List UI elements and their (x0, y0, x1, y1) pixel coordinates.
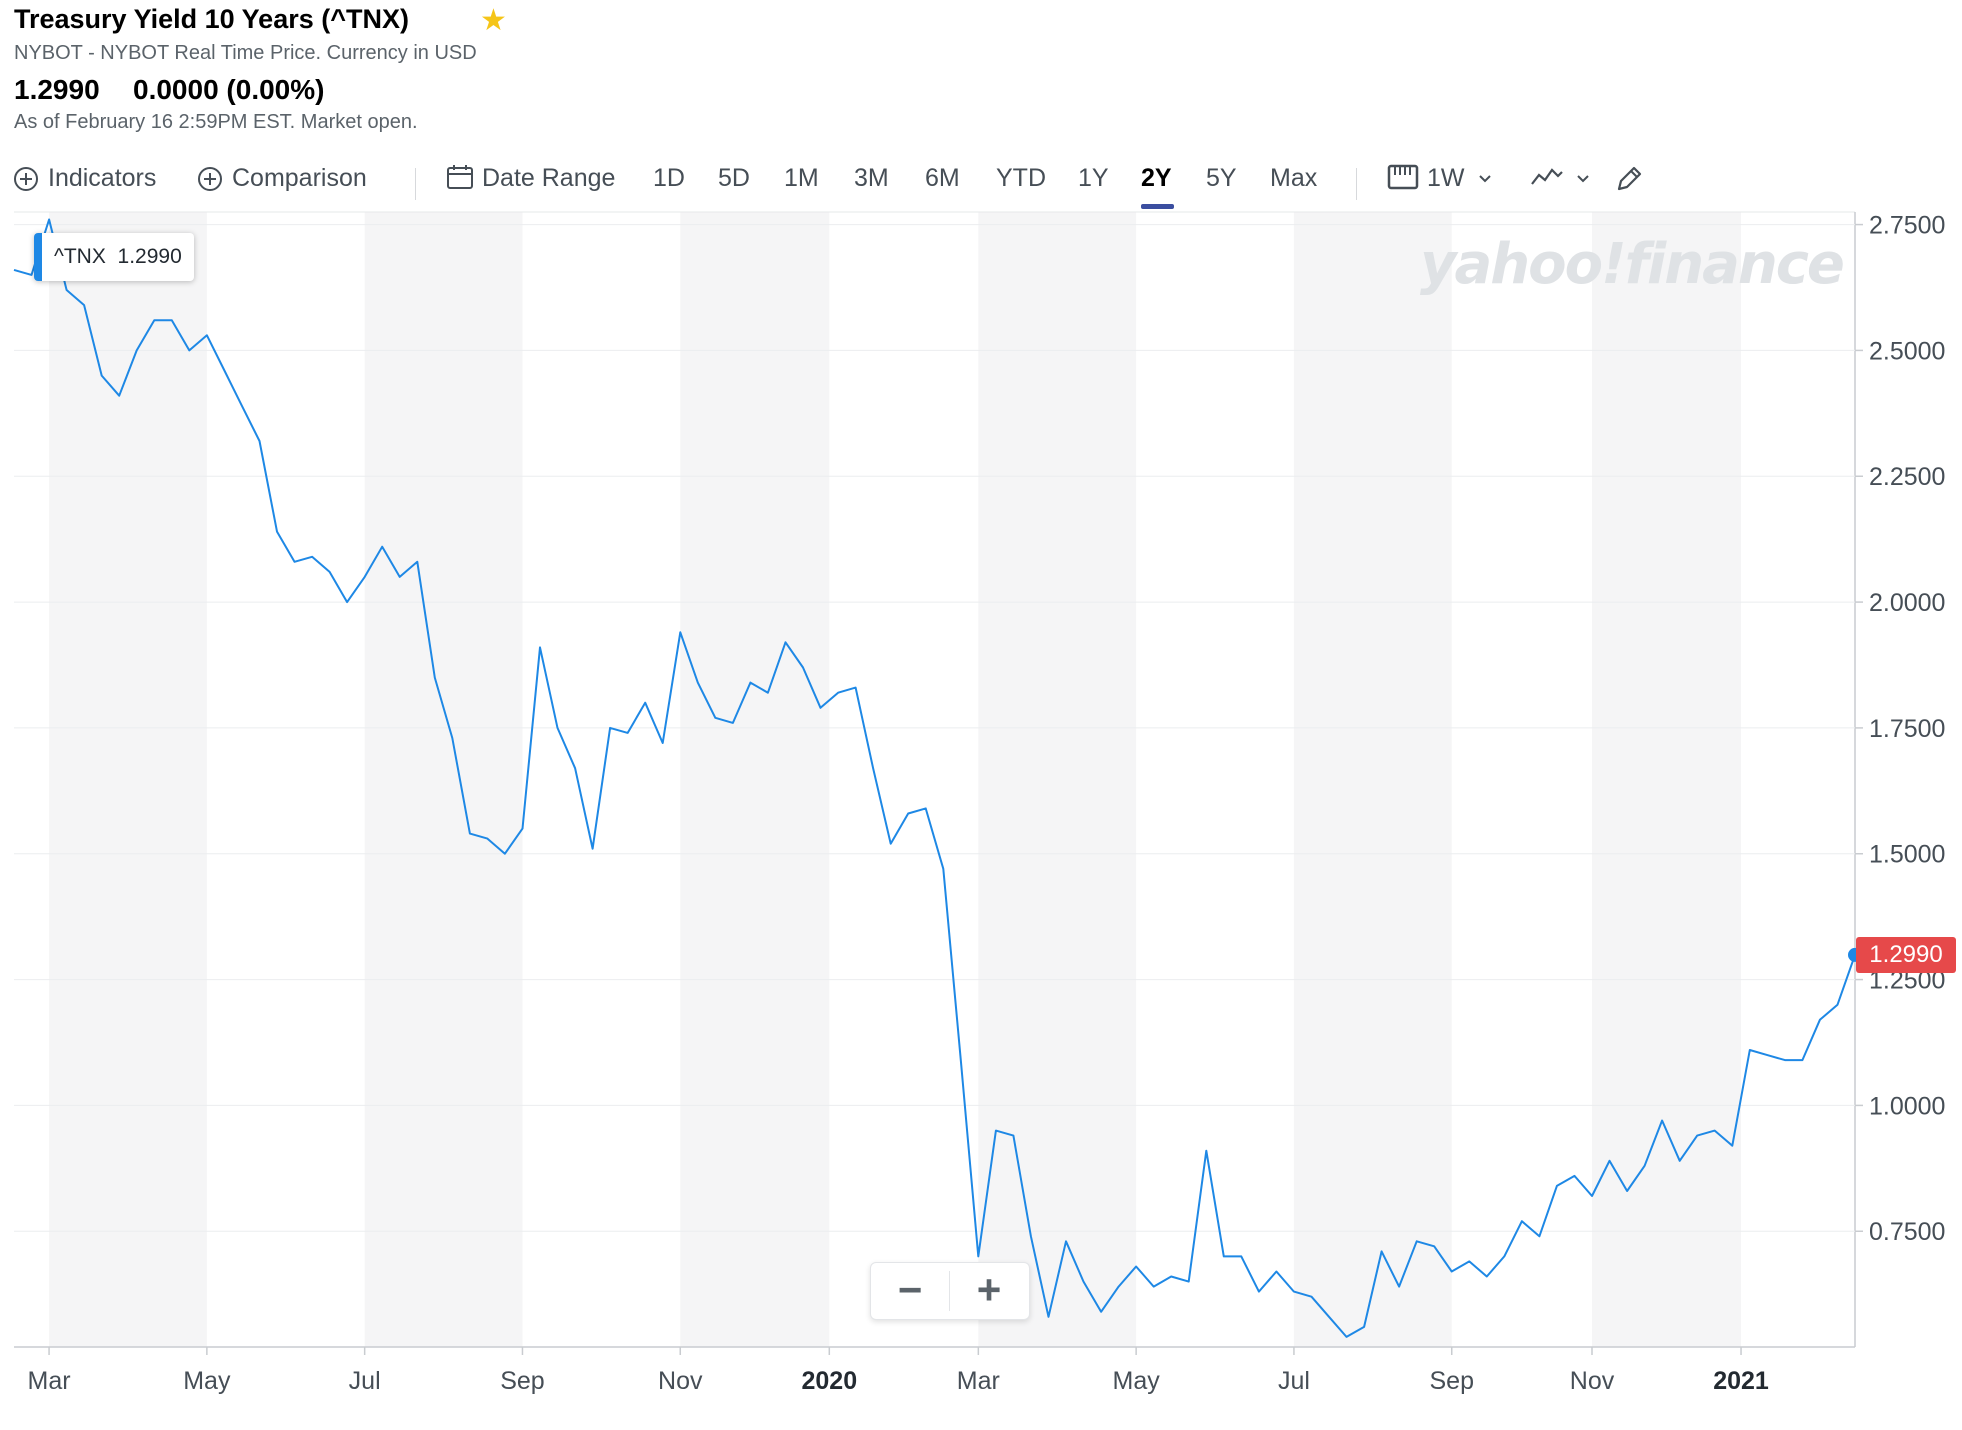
pencil-icon (1617, 166, 1642, 191)
x-tick-label: Mar (957, 1367, 1000, 1395)
yahoo-finance-watermark: yahoo!finance (1420, 232, 1845, 297)
y-tick-label: 0.7500 (1869, 1218, 1945, 1246)
y-tick-label: 2.5000 (1869, 337, 1945, 365)
star-icon[interactable]: ★ (480, 4, 507, 37)
comparison-button[interactable]: Comparison (198, 164, 367, 193)
y-tick-label: 2.0000 (1869, 589, 1945, 617)
interval-dropdown[interactable]: 1W (1387, 164, 1493, 193)
x-tick-label: May (1113, 1367, 1161, 1395)
x-axis-ticks: Mar May Jul Sep Nov 2020 Mar May Jul Sep Nov 2021 (28, 1347, 1769, 1395)
x-tick-label: Nov (1570, 1367, 1615, 1395)
indicators-label: Indicators (48, 164, 157, 192)
chart-type-dropdown[interactable] (1530, 164, 1591, 193)
zoom-controls: − + (870, 1262, 1030, 1320)
series-line (13, 218, 1856, 1338)
chart-toolbar: Indicators Comparison Date Range 1D 5D 1… (0, 158, 1962, 209)
x-tick-label: Sep (500, 1367, 544, 1395)
toolbar-divider (415, 168, 416, 200)
y-tick-label: 1.0000 (1869, 1092, 1945, 1120)
toolbar-divider (1356, 168, 1357, 200)
crosshair-tooltip: ^TNX 1.2990 (34, 233, 194, 281)
range-tab-ytd[interactable]: YTD (996, 164, 1046, 192)
y-tick-label: 2.7500 (1869, 212, 1945, 240)
range-tab-2y[interactable]: 2Y (1141, 164, 1172, 192)
range-tab-max[interactable]: Max (1270, 164, 1318, 192)
date-range-button[interactable]: Date Range (446, 164, 615, 193)
range-tab-1m[interactable]: 1M (784, 164, 819, 192)
x-tick-label: 2020 (801, 1367, 857, 1395)
zoom-out-button[interactable]: − (897, 1266, 923, 1313)
active-tab-indicator (1141, 204, 1174, 209)
month-band (978, 212, 1137, 1347)
range-tab-6m[interactable]: 6M (925, 164, 960, 192)
calendar-icon (447, 165, 473, 189)
month-band (680, 212, 830, 1347)
month-band (1592, 212, 1742, 1347)
x-tick-label: Mar (28, 1367, 71, 1395)
chevron-down-icon (1479, 175, 1492, 183)
range-tab-1d[interactable]: 1D (653, 164, 685, 192)
plus-circle-icon (198, 167, 222, 191)
x-tick-label: 2021 (1713, 1367, 1769, 1395)
comparison-label: Comparison (232, 164, 367, 192)
plus-circle-icon (14, 167, 38, 191)
x-tick-label: Jul (349, 1367, 381, 1395)
tooltip-symbol: ^TNX (54, 245, 106, 268)
y-tick-label: 2.2500 (1869, 463, 1945, 491)
y-tick-label: 1.7500 (1869, 715, 1945, 743)
current-price-flag: 1.2990 (1856, 936, 1956, 973)
month-band (364, 212, 523, 1347)
line-chart-icon (1531, 168, 1563, 185)
interval-icon (1387, 164, 1419, 190)
month-band (1293, 212, 1452, 1347)
x-tick-label: May (183, 1367, 231, 1395)
range-tab-1y[interactable]: 1Y (1078, 164, 1109, 192)
draw-button[interactable] (1614, 164, 1644, 195)
page-title: Treasury Yield 10 Years (^TNX) (14, 4, 409, 34)
x-tick-label: Sep (1429, 1367, 1473, 1395)
gridlines (14, 211, 1856, 1348)
series-layer (13, 218, 1862, 1338)
date-range-label: Date Range (482, 164, 616, 192)
range-tab-3m[interactable]: 3M (854, 164, 889, 192)
x-tick-label: Jul (1278, 1367, 1310, 1395)
current-price: 1.2990 (14, 74, 100, 105)
x-tick-label: Nov (658, 1367, 703, 1395)
market-status: As of February 16 2:59PM EST. Market ope… (14, 111, 418, 133)
tooltip-color-marker (34, 233, 42, 281)
indicators-button[interactable]: Indicators (14, 164, 156, 193)
tooltip-value: 1.2990 (117, 245, 182, 268)
price-change: 0.0000 (0.00%) (133, 74, 325, 105)
chevron-down-icon (1577, 175, 1589, 183)
range-tab-5d[interactable]: 5D (718, 164, 750, 192)
range-tab-5y[interactable]: 5Y (1206, 164, 1237, 192)
y-tick-label: 1.5000 (1869, 841, 1945, 869)
month-band (49, 212, 207, 1347)
y-axis-ticks: 2.75002.50002.25002.00001.75001.50001.25… (1855, 212, 1945, 1246)
zoom-in-button[interactable]: + (976, 1266, 1002, 1313)
interval-label: 1W (1427, 164, 1465, 192)
zoom-divider (949, 1271, 950, 1311)
month-bands (49, 212, 1742, 1347)
quote-subtitle: NYBOT - NYBOT Real Time Price. Currency … (14, 42, 477, 64)
